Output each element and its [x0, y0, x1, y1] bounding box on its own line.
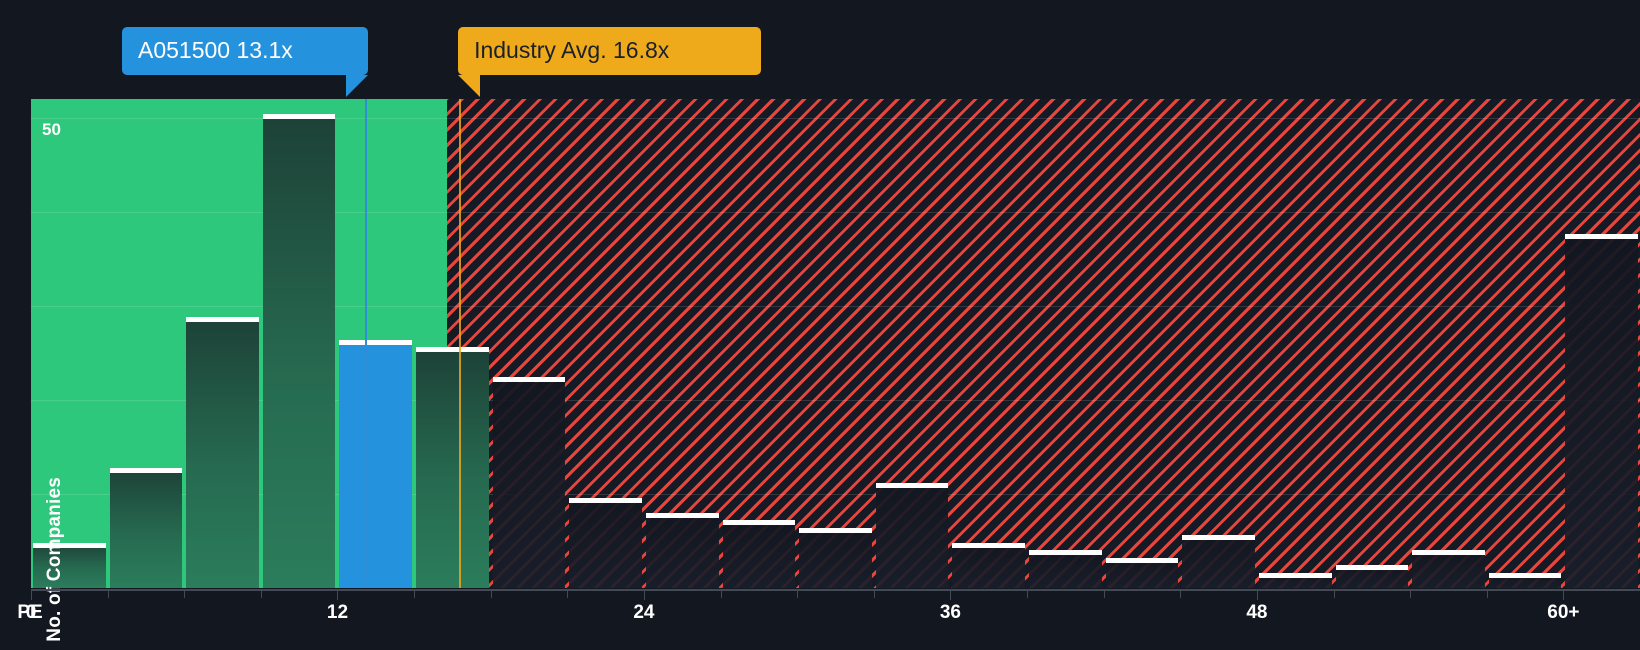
industry-marker-line [459, 99, 462, 588]
x-axis-minor-tick [1027, 589, 1029, 598]
x-axis-tick [31, 589, 32, 600]
x-axis-minor-tick [1333, 589, 1335, 598]
bar[interactable] [569, 497, 642, 588]
bar-cap [1335, 565, 1409, 571]
x-axis-tick [1256, 589, 1258, 600]
x-axis-prefix-label: PE [17, 602, 43, 623]
bar-cap [1412, 550, 1485, 556]
bar-cap [1182, 535, 1255, 541]
callout-tail-icon [458, 75, 481, 98]
bar[interactable] [799, 527, 872, 588]
bar[interactable] [33, 542, 106, 588]
x-axis-line [31, 589, 1640, 591]
x-axis-minor-tick [1486, 589, 1488, 598]
bar[interactable] [645, 512, 719, 588]
bar-cap [799, 527, 872, 533]
bar[interactable] [1488, 572, 1562, 588]
bar[interactable] [1029, 550, 1102, 588]
x-axis-minor-tick [720, 589, 722, 598]
x-axis-minor-tick [107, 589, 109, 598]
bar-cap [492, 377, 566, 383]
bar[interactable] [1258, 572, 1332, 588]
bar[interactable] [1412, 550, 1485, 588]
x-axis-minor-tick [490, 589, 492, 598]
bar-cap [1488, 572, 1562, 578]
x-axis-tick-label: 60+ [1547, 602, 1580, 623]
bar[interactable] [875, 482, 949, 588]
bar[interactable] [1335, 565, 1409, 588]
bar-cap [33, 542, 106, 548]
industry-pe-callout-label: Industry Avg. 16.8x [474, 37, 670, 63]
x-axis-minor-tick [567, 589, 569, 598]
x-axis-tick [643, 589, 645, 600]
x-axis-tick [950, 589, 952, 600]
bar[interactable] [262, 114, 336, 588]
bar-cap [952, 542, 1026, 548]
bar[interactable] [339, 339, 413, 588]
x-axis-minor-tick [1103, 589, 1105, 598]
bar-cap [1029, 550, 1102, 556]
bar-cap [569, 497, 642, 503]
bar-cap [262, 114, 336, 120]
callout-tail-icon [345, 75, 368, 98]
y-axis-label: No. of Companies [44, 477, 65, 642]
bar[interactable] [1182, 535, 1255, 588]
bar-cap [875, 482, 949, 488]
bar-cap [416, 347, 489, 353]
industry-pe-callout[interactable]: Industry Avg. 16.8x [458, 27, 762, 98]
x-axis-tick-label: 12 [326, 602, 349, 623]
plot-area [31, 99, 1640, 588]
bar-cap [722, 520, 796, 526]
bar-cap [645, 512, 719, 518]
bar[interactable] [1105, 557, 1179, 588]
x-axis-minor-tick [184, 589, 186, 598]
x-axis-minor-tick [260, 589, 262, 598]
x-axis-tick-label: 24 [633, 602, 655, 623]
x-axis-minor-tick [1410, 589, 1412, 598]
bar[interactable] [722, 520, 796, 588]
bar-cap [1105, 557, 1179, 563]
x-axis-minor-tick [797, 589, 799, 598]
bar-cap [186, 317, 259, 323]
x-axis-minor-tick [1180, 589, 1182, 598]
x-axis-tick [337, 589, 339, 600]
x-axis-tick-label: 0 [25, 602, 37, 623]
company-pe-callout[interactable]: A051500 13.1x [122, 27, 368, 98]
x-axis-minor-tick [873, 589, 875, 598]
y-axis-tick-50: 50 [42, 120, 61, 139]
x-axis-tick-label: 48 [1246, 602, 1268, 623]
company-pe-callout-label: A051500 13.1x [138, 37, 293, 63]
bar-cap [1258, 572, 1332, 578]
x-axis-tick [1563, 589, 1565, 600]
x-axis-minor-tick [414, 589, 416, 598]
bar[interactable] [186, 317, 259, 588]
bar-cap [109, 467, 183, 473]
bar[interactable] [952, 542, 1026, 588]
bar[interactable] [492, 377, 566, 588]
bar-cap [1565, 234, 1638, 240]
zone-expensive [447, 99, 1640, 588]
x-axis-tick-label: 36 [939, 602, 961, 623]
company-marker-line [364, 99, 367, 588]
bar[interactable] [109, 467, 183, 588]
bar[interactable] [1565, 234, 1638, 588]
bar[interactable] [416, 347, 489, 588]
bar-cap [339, 339, 413, 345]
